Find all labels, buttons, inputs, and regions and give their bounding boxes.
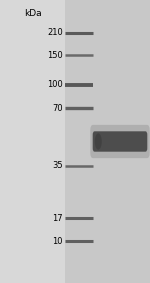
- Text: 17: 17: [52, 214, 63, 223]
- Text: 10: 10: [52, 237, 63, 246]
- Text: 150: 150: [47, 51, 63, 60]
- Text: 35: 35: [52, 161, 63, 170]
- Text: 100: 100: [47, 80, 63, 89]
- Bar: [64, 0, 150, 283]
- FancyBboxPatch shape: [93, 131, 147, 152]
- Text: 210: 210: [47, 28, 63, 37]
- Text: 70: 70: [52, 104, 63, 113]
- Ellipse shape: [95, 133, 102, 150]
- FancyBboxPatch shape: [90, 125, 150, 158]
- Text: kDa: kDa: [24, 9, 42, 18]
